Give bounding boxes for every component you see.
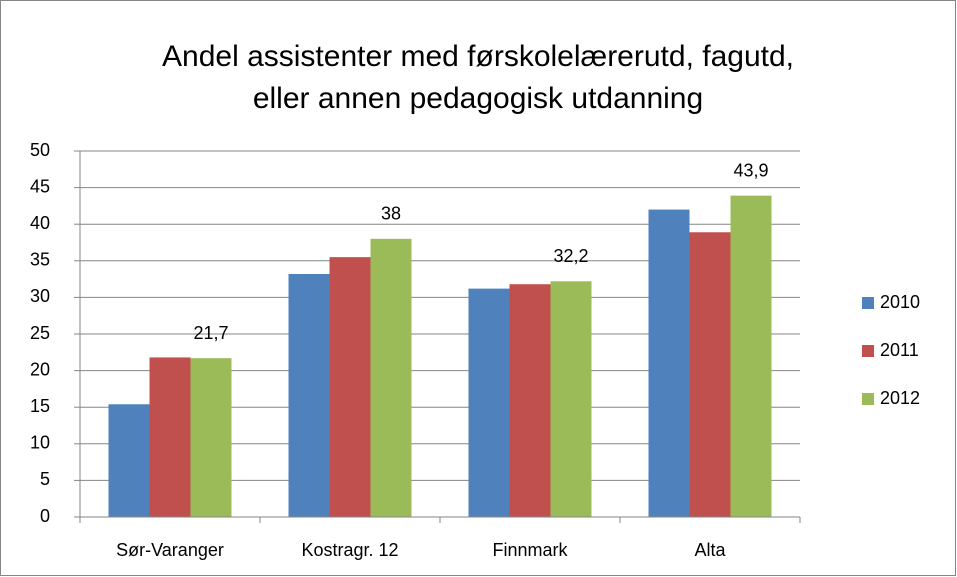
y-tick-label: 5	[40, 469, 50, 489]
bar	[648, 209, 690, 517]
chart-title: eller annen pedagogisk utdanning	[253, 82, 703, 115]
y-tick-label: 35	[30, 250, 50, 270]
bar	[108, 404, 150, 517]
legend-label: 2010	[880, 292, 920, 312]
data-label: 43,9	[733, 160, 768, 180]
bar	[468, 288, 510, 517]
y-tick-label: 45	[30, 176, 50, 196]
y-tick-label: 15	[30, 396, 50, 416]
y-tick-label: 30	[30, 286, 50, 306]
legend-swatch	[862, 345, 874, 357]
bar	[730, 195, 772, 518]
x-tick-label: Finnmark	[492, 540, 568, 560]
chart-title: Andel assistenter med førskolelærerutd, …	[162, 40, 794, 73]
y-tick-label: 25	[30, 323, 50, 343]
legend-swatch	[862, 297, 874, 309]
data-label: 38	[381, 204, 401, 224]
bar	[550, 281, 592, 517]
y-tick-label: 10	[30, 433, 50, 453]
bar	[149, 357, 191, 517]
y-tick-label: 20	[30, 359, 50, 379]
bar	[509, 284, 551, 517]
bar	[370, 238, 412, 517]
y-tick-label: 0	[40, 506, 50, 526]
legend-label: 2011	[880, 340, 919, 360]
bar	[190, 358, 232, 517]
legend-swatch	[862, 393, 874, 405]
data-label: 21,7	[193, 323, 228, 343]
data-label: 32,2	[553, 246, 588, 266]
x-tick-label: Kostragr. 12	[301, 540, 398, 560]
y-tick-label: 50	[30, 140, 50, 160]
x-tick-label: Alta	[694, 540, 726, 560]
legend-label: 2012	[880, 388, 920, 408]
x-tick-label: Sør-Varanger	[116, 540, 224, 560]
bar	[288, 273, 330, 517]
bar	[689, 232, 731, 517]
bar	[329, 257, 371, 517]
y-tick-label: 40	[30, 213, 50, 233]
